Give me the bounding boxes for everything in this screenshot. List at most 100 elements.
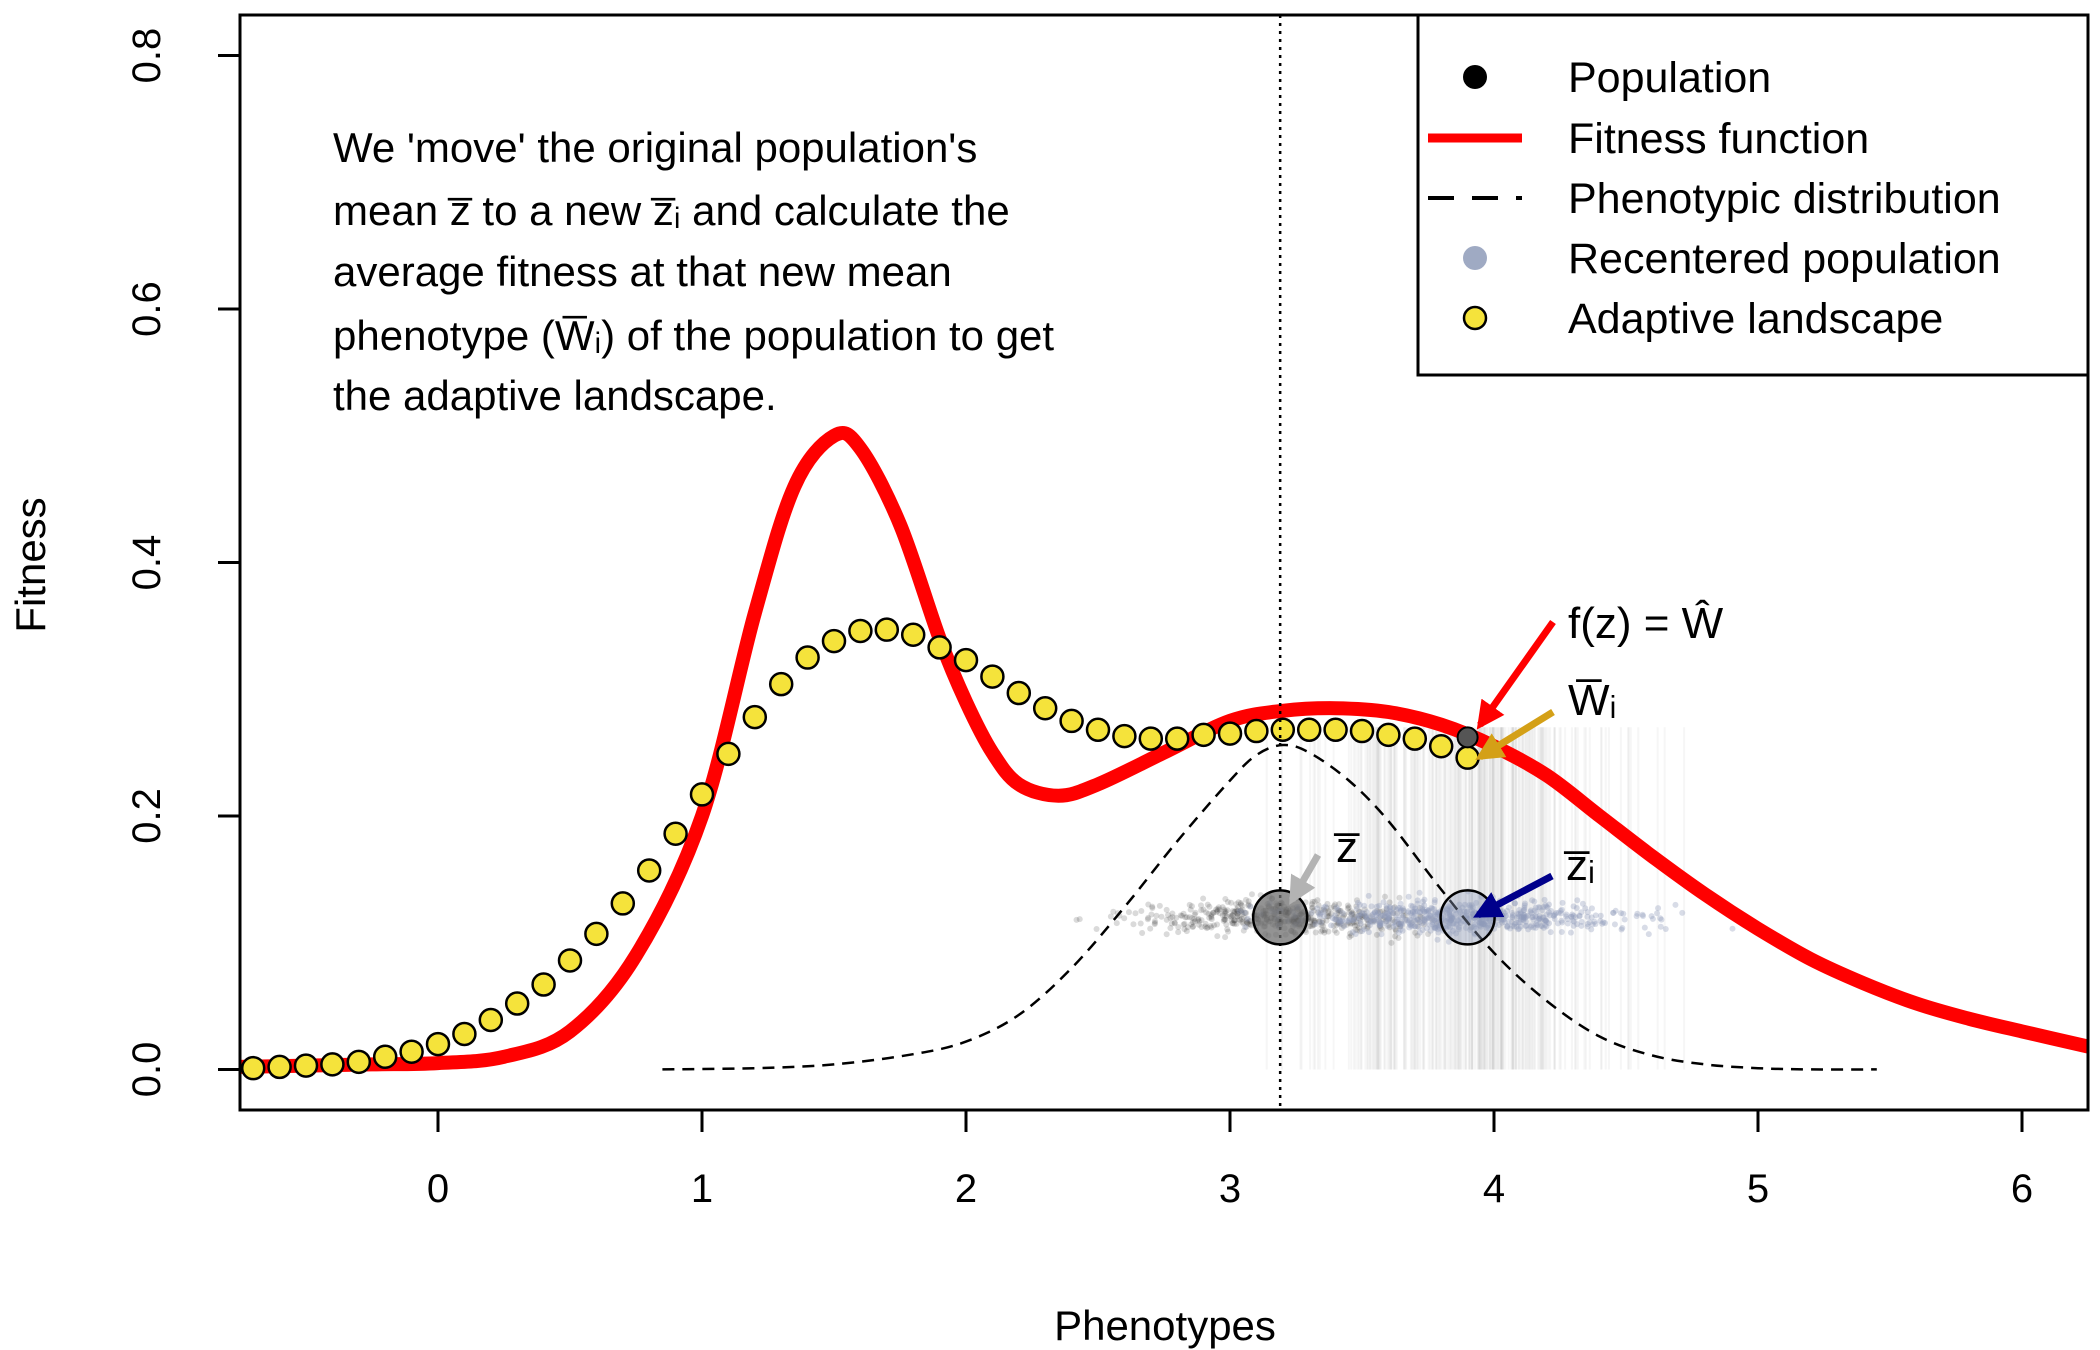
population-mean-marker: [1251, 889, 1309, 946]
recentered-point: [1447, 913, 1454, 920]
recentered-point: [1411, 910, 1418, 917]
recentered-point: [1405, 909, 1412, 916]
population-point: [1195, 921, 1202, 928]
recentered-point: [1434, 936, 1441, 943]
population-point: [1188, 921, 1195, 928]
population-point: [1367, 918, 1374, 925]
recentered-point: [1533, 909, 1540, 916]
population-point: [1191, 918, 1198, 925]
recentered-point: [1504, 924, 1511, 931]
recentered-point: [1520, 914, 1527, 921]
population-point: [1425, 930, 1432, 937]
recentered-point: [1406, 922, 1413, 929]
recentered-point: [1498, 916, 1505, 923]
recentered-point: [1520, 911, 1527, 918]
population-point: [1227, 913, 1234, 920]
recentered-point: [1416, 929, 1423, 936]
y-tick-label: 0.4: [125, 535, 169, 591]
recentered-point: [1473, 925, 1480, 932]
recentered-point: [1568, 913, 1575, 920]
population-point: [1391, 904, 1398, 911]
recentered-point: [1576, 913, 1583, 920]
population-point: [1223, 921, 1230, 928]
population-point: [1386, 899, 1393, 906]
recentered-point: [1356, 901, 1363, 908]
recentered-point: [1376, 902, 1383, 909]
population-point: [1214, 907, 1221, 914]
recentered-point: [1484, 922, 1491, 929]
population-point: [1164, 911, 1171, 918]
recentered-point: [1657, 915, 1664, 922]
recentered-point: [1537, 917, 1544, 924]
recentered-point: [1520, 915, 1527, 922]
recentered-point: [1429, 919, 1436, 926]
recentered-point: [1597, 912, 1604, 919]
arrow-zbar-i: [1473, 872, 1554, 919]
population-point: [1334, 910, 1341, 917]
recentered-point: [1545, 901, 1552, 908]
population-point: [1073, 916, 1080, 923]
recentered-point: [1618, 910, 1625, 917]
population-point: [1231, 917, 1238, 924]
recentered-point: [1558, 910, 1565, 917]
population-point: [1130, 921, 1137, 928]
recentered-point: [1536, 913, 1543, 920]
population-point: [1138, 908, 1145, 915]
recentered-point: [1329, 915, 1336, 922]
population-point: [1345, 919, 1352, 926]
recentered-point: [1411, 905, 1418, 912]
recentered-point: [1419, 920, 1426, 927]
recentered-point: [1406, 916, 1413, 923]
recentered-point: [1570, 912, 1577, 919]
population-point: [1353, 903, 1360, 910]
recentered-point: [1420, 898, 1427, 905]
recentered-point: [1550, 912, 1557, 919]
recentered-point: [1446, 912, 1453, 919]
population-point: [1198, 923, 1205, 930]
population-point: [1337, 907, 1344, 914]
recentered-point: [1435, 923, 1442, 930]
recentered-point: [1375, 914, 1382, 921]
recentered-point: [1582, 905, 1589, 912]
population-point: [1373, 931, 1380, 938]
population-point: [1228, 899, 1235, 906]
population-point: [1234, 907, 1241, 914]
recentered-point: [1317, 919, 1324, 926]
recentered-point: [1521, 900, 1528, 907]
recentered-point: [1431, 911, 1438, 918]
recentered-point: [1445, 919, 1452, 926]
adaptive-landscape-point: [1006, 680, 1032, 706]
recentered-point: [1376, 918, 1383, 925]
population-point: [1402, 912, 1409, 919]
population-point: [1175, 929, 1182, 936]
recentered-point: [1425, 907, 1432, 914]
recentered-point: [1372, 916, 1379, 923]
recentered-point: [1446, 904, 1453, 911]
recentered-point: [1381, 912, 1388, 919]
recentered-point: [1359, 909, 1366, 916]
adaptive-landscape-point: [452, 1021, 477, 1047]
recentered-point: [1390, 905, 1397, 912]
recentered-point: [1445, 938, 1452, 945]
population-point: [1354, 922, 1361, 929]
recentered-point: [1431, 896, 1438, 903]
recentered-point: [1569, 911, 1576, 918]
recentered-point: [1376, 919, 1383, 926]
legend-item: Population: [1463, 54, 1771, 102]
population-point: [1312, 917, 1319, 924]
recentered-point: [1379, 920, 1386, 927]
recentered-point: [1509, 913, 1516, 920]
recentered-point: [1314, 905, 1321, 912]
population-point: [1121, 915, 1128, 922]
recentered-point: [1578, 918, 1585, 925]
recentered-point: [1343, 917, 1350, 924]
recentered-point: [1513, 919, 1520, 926]
recentered-point: [1444, 909, 1451, 916]
population-point: [1309, 898, 1316, 905]
recentered-point: [1543, 923, 1550, 930]
population-point: [1208, 924, 1215, 931]
recentered-point: [1406, 917, 1413, 924]
recentered-point: [1332, 912, 1339, 919]
recentered-point: [1386, 905, 1393, 912]
recentered-point: [1416, 909, 1423, 916]
